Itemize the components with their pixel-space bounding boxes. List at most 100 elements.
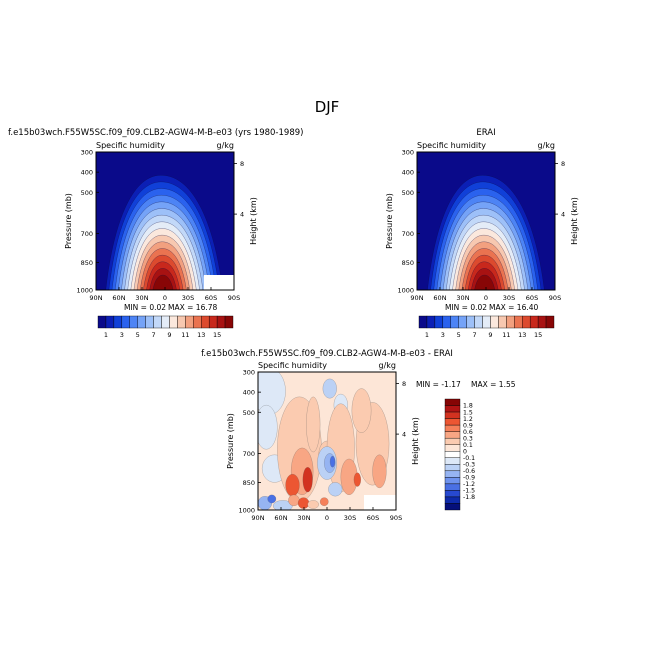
colorbar-swatch [444, 431, 461, 439]
colorbar-tick-label: 15 [213, 331, 221, 339]
panel-obs: ERAI Specific humidity g/kg Pressure (mb… [385, 128, 579, 339]
colorbar-tick-label: 3 [441, 331, 445, 339]
y-tick-label: 300 [243, 369, 255, 377]
y-tick-label: 300 [81, 149, 93, 157]
contour-region [307, 500, 319, 509]
y-tick-label: 500 [243, 409, 255, 417]
x-tick-label: 0 [484, 294, 488, 302]
x-tick-label: 0 [163, 294, 167, 302]
contour-region [258, 405, 278, 450]
colorbar-tick-label: 5 [457, 331, 461, 339]
colorbar-tick-label: 13 [518, 331, 526, 339]
colorbar-tick-label: 5 [136, 331, 140, 339]
colorbar-tick-label: -1.8 [463, 494, 475, 501]
contour-region [351, 388, 372, 433]
x-tick-label: 30N [297, 514, 310, 522]
colorbar-swatch [444, 457, 461, 465]
panel-obs-subtitle-left: Specific humidity [417, 141, 486, 150]
panel-obs-title: ERAI [476, 128, 495, 138]
panel-model-yticks: 300 400 500 700 850 1000 [76, 149, 99, 295]
colorbar-swatch [444, 405, 461, 413]
x-tick-label: 30S [503, 294, 515, 302]
x-tick-label: 90S [390, 514, 402, 522]
colorbar-swatch [545, 315, 555, 329]
colorbar-tick-label: -1.2 [463, 481, 475, 488]
colorbar-swatch [490, 315, 499, 329]
y-right-tick-label: 4 [402, 431, 406, 439]
panel-diff-title: f.e15b03wch.F55W5SC.f09_f09.CLB2-AGW4-M-… [201, 349, 453, 359]
colorbar-swatch [121, 315, 130, 329]
colorbar-swatch [529, 315, 539, 329]
colorbar-swatch [224, 315, 234, 329]
x-tick-label: 60S [367, 514, 379, 522]
x-tick-label: 60N [112, 294, 125, 302]
panel-model-subtitle-right: g/kg [217, 141, 234, 150]
contour-region [328, 482, 343, 497]
colorbar-swatch [474, 315, 483, 329]
contour-region [285, 474, 300, 497]
colorbar-swatch [177, 315, 186, 329]
y-tick-label: 400 [81, 169, 93, 177]
panel-model-min-label: MIN = 0.02 [124, 303, 166, 312]
colorbar-swatch [466, 315, 475, 329]
colorbar-swatch [482, 315, 491, 329]
colorbar-swatch [201, 315, 210, 329]
x-tick-label: 30S [182, 294, 194, 302]
contour-region [372, 454, 387, 489]
colorbar-swatch [444, 418, 461, 426]
panel-obs-subtitle-right: g/kg [538, 141, 555, 150]
y-right-tick-label: 8 [561, 160, 565, 168]
colorbar-swatch [506, 315, 515, 329]
colorbar-swatch [145, 315, 154, 329]
panel-diff-subtitle-left: Specific humidity [258, 361, 327, 370]
colorbar-swatch [444, 470, 461, 478]
colorbar-swatch [444, 437, 461, 445]
colorbar-swatch [113, 315, 123, 329]
colorbar-tick-label: 0 [463, 448, 467, 455]
panel-model-subtitle-left: Specific humidity [96, 141, 165, 150]
y-right-tick-label: 4 [240, 211, 244, 219]
contour-region [329, 456, 336, 468]
panel-diff-yrticks: 84 [396, 380, 406, 439]
colorbar-tick-label: 7 [473, 331, 477, 339]
colorbar-swatch [444, 411, 461, 419]
colorbar-swatch [434, 315, 444, 329]
colorbar-tick-label: -0.1 [463, 455, 475, 462]
y-tick-label: 700 [243, 450, 255, 458]
colorbar-tick-label: 0.3 [463, 435, 473, 442]
colorbar-tick-label: 1.5 [463, 409, 473, 416]
colorbar-tick-label: 1.8 [463, 403, 473, 410]
colorbar-tick-label: -1.5 [463, 488, 475, 495]
x-tick-label: 30S [344, 514, 356, 522]
x-tick-label: 60N [433, 294, 446, 302]
y-tick-label: 1000 [397, 287, 414, 295]
page-title: DJF [315, 98, 340, 116]
contour-region [353, 472, 361, 487]
colorbar-swatch [185, 315, 194, 329]
panel-obs-ylabel: Pressure (mb) [385, 193, 394, 249]
y-tick-label: 1000 [76, 287, 93, 295]
x-tick-label: 60S [526, 294, 538, 302]
colorbar-swatch [216, 315, 226, 329]
panel-diff-xticks: 90N 60N 30N 0 30S 60S 90S [251, 507, 402, 522]
panel-diff-ylabel-right: Height (km) [411, 417, 420, 465]
colorbar-tick-label: -0.9 [463, 475, 475, 482]
panel-model-max-label: MAX = 16.78 [168, 303, 217, 312]
panel-diff-subtitle-right: g/kg [379, 361, 396, 370]
colorbar-tick-label: -0.6 [463, 468, 475, 475]
contour-region [297, 497, 310, 509]
y-tick-label: 850 [402, 259, 414, 267]
colorbar-swatch [153, 315, 162, 329]
panel-diff-colorbar: 1.81.51.20.90.60.30.10-0.1-0.3-0.6-0.9-1… [444, 398, 475, 511]
x-tick-label: 90N [410, 294, 423, 302]
colorbar-swatch [444, 503, 461, 511]
y-tick-label: 850 [243, 479, 255, 487]
x-tick-label: 0 [325, 514, 329, 522]
y-right-tick-label: 4 [561, 211, 565, 219]
colorbar-swatch [208, 315, 218, 329]
contour-band [474, 274, 495, 290]
colorbar-swatch [418, 315, 428, 329]
colorbar-tick-label: 15 [534, 331, 542, 339]
panel-model-xticks: 90N 60N 30N 0 30S 60S 90S [89, 287, 240, 302]
colorbar-swatch [137, 315, 146, 329]
